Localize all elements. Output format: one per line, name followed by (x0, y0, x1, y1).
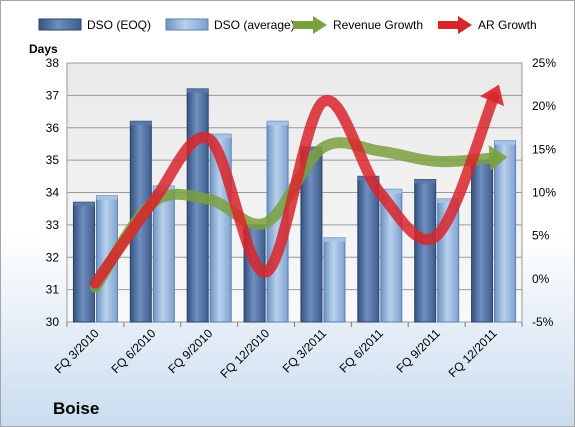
y-left-tick-label: 31 (46, 283, 60, 297)
y-right-tick-label: 10% (532, 186, 556, 200)
x-tick-label: FQ 9/2011 (393, 326, 443, 376)
x-tick-label: FQ 9/2010 (165, 326, 215, 376)
legend-swatch-dso-average (165, 18, 209, 31)
bar-dso-eoq (414, 179, 437, 323)
bar-dso-eoq (186, 88, 209, 323)
bar-top (210, 134, 232, 139)
bar-top (130, 121, 152, 126)
revenue-growth-arrowhead (488, 145, 508, 172)
legend-label-dso-eoq: DSO (EOQ) (87, 18, 151, 32)
legend-arrow-ar-growth (458, 16, 472, 34)
ar-growth-line (89, 92, 500, 289)
legend-label-ar-growth: AR Growth (478, 18, 537, 32)
bar-top (494, 140, 516, 145)
bar-top (300, 147, 322, 152)
y-left-tick-label: 37 (46, 88, 60, 102)
x-tick-label: FQ 12/2010 (217, 326, 272, 381)
bar-top (73, 202, 95, 207)
x-tick-label: FQ 3/2010 (52, 326, 102, 376)
chart-title: Boise (53, 399, 100, 418)
line-series (89, 84, 508, 293)
y-right-tick-label: 0% (532, 272, 550, 286)
bar-top (414, 179, 436, 184)
legend: DSO (EOQ) DSO (average) Revenue Growth AR G… (38, 16, 537, 34)
y-left-tick-label: 38 (46, 56, 60, 70)
x-tick-label: FQ 12/2011 (446, 326, 500, 380)
bar-dso-eoq (357, 175, 380, 323)
y-left-tick-label: 30 (46, 315, 60, 329)
y-right-tick-label: -5% (532, 315, 554, 329)
y-right-tick-label: 15% (532, 142, 556, 156)
legend-label-dso-average: DSO (average) (214, 18, 295, 32)
bar-dso-average (494, 140, 517, 323)
bar-dso-eoq (72, 201, 95, 323)
legend-label-revenue-growth: Revenue Growth (333, 18, 423, 32)
y-left-tick-label: 35 (46, 153, 60, 167)
y-left-tick-label: 32 (46, 250, 60, 264)
bar-top (267, 121, 289, 126)
legend-swatch-dso-eoq (38, 18, 82, 31)
y-left-axis-title: Days (29, 42, 58, 56)
bar-dso-average (323, 237, 346, 323)
bar-top (187, 88, 209, 93)
bar-top (96, 195, 118, 200)
bar-dso-eoq (471, 159, 494, 323)
legend-arrow-revenue-growth (313, 16, 327, 34)
x-tick-label: FQ 6/2010 (108, 326, 158, 376)
y-right-tick-label: 20% (532, 99, 556, 113)
y-right-tick-label: 5% (532, 229, 550, 243)
bar-top (380, 189, 402, 194)
y-left-tick-label: 33 (46, 218, 60, 232)
bar-top (323, 237, 345, 242)
x-tick-label: FQ 6/2011 (337, 326, 387, 376)
y-left-tick-label: 34 (46, 186, 60, 200)
bar-top (437, 198, 459, 203)
y-left-tick-label: 36 (46, 121, 60, 135)
y-right-tick-label: 25% (532, 56, 556, 70)
ar-growth-arrowhead (480, 84, 505, 107)
x-tick-label: FQ 3/2011 (280, 326, 330, 376)
